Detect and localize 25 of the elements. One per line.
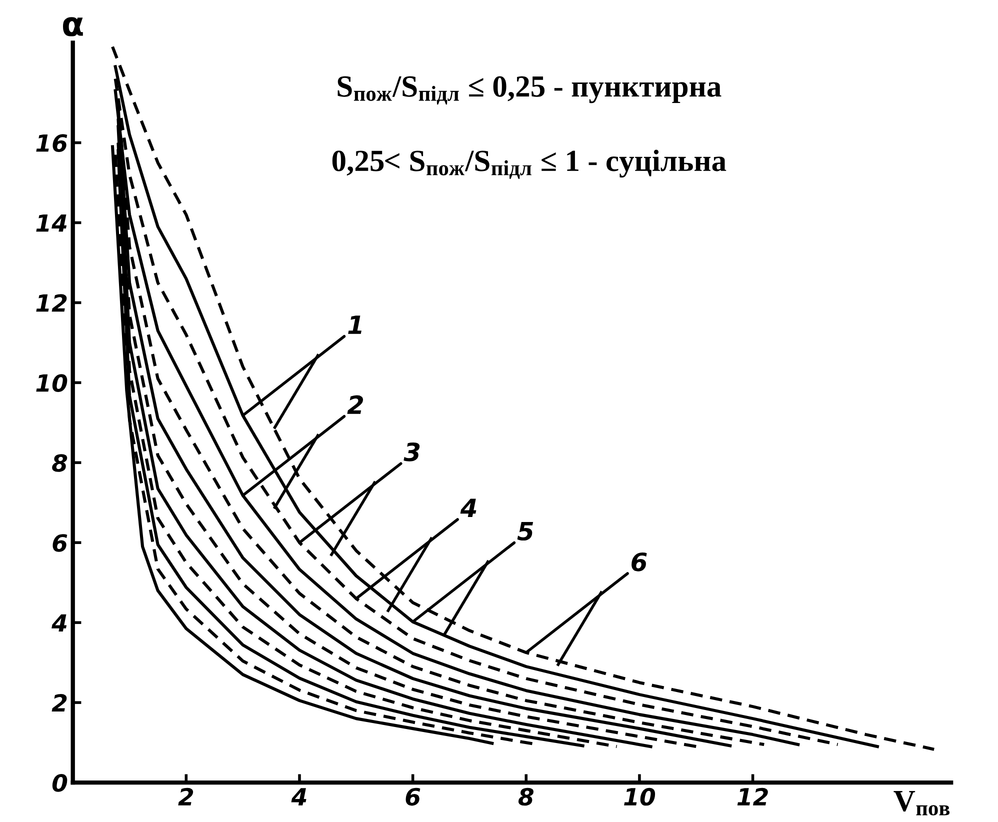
x-tick-label: 2 bbox=[178, 788, 194, 806]
x-tick-label: 4 bbox=[291, 788, 306, 806]
x-tick-label: 6 bbox=[406, 788, 420, 806]
x-tick-label: 10 bbox=[624, 788, 656, 806]
annotation: S$_{пож}$/S$_{підл}$ ≤ 0,25 - пунктирна bbox=[338, 76, 722, 104]
x-tick-label: 8 bbox=[518, 788, 534, 806]
y-tick-label: 14 bbox=[36, 214, 67, 232]
annotation: 2 bbox=[347, 395, 364, 414]
y-tick-label: 0 bbox=[52, 774, 68, 792]
annotation: 4 bbox=[460, 498, 476, 518]
y-tick-label: 6 bbox=[52, 534, 68, 552]
y-tick-label: 12 bbox=[36, 294, 67, 312]
y-axis-title: α bbox=[63, 17, 83, 36]
annotation: 0,25< S$_{пож}$/S$_{підл}$ ≤ 1 - суцільна bbox=[332, 150, 726, 179]
annotation: 5 bbox=[517, 522, 534, 541]
y-tick-label: 2 bbox=[52, 694, 67, 712]
y-tick-label: 16 bbox=[36, 134, 68, 152]
annotation: 3 bbox=[404, 442, 420, 462]
y-tick-label: 8 bbox=[52, 454, 68, 472]
x-tick-label: 12 bbox=[737, 788, 768, 806]
y-tick-label: 4 bbox=[52, 614, 67, 632]
x-axis-title: V$_{пов}$ bbox=[894, 790, 950, 816]
annotation: 6 bbox=[632, 552, 647, 572]
annotation: 1 bbox=[348, 316, 362, 334]
y-tick-label: 10 bbox=[36, 374, 68, 392]
